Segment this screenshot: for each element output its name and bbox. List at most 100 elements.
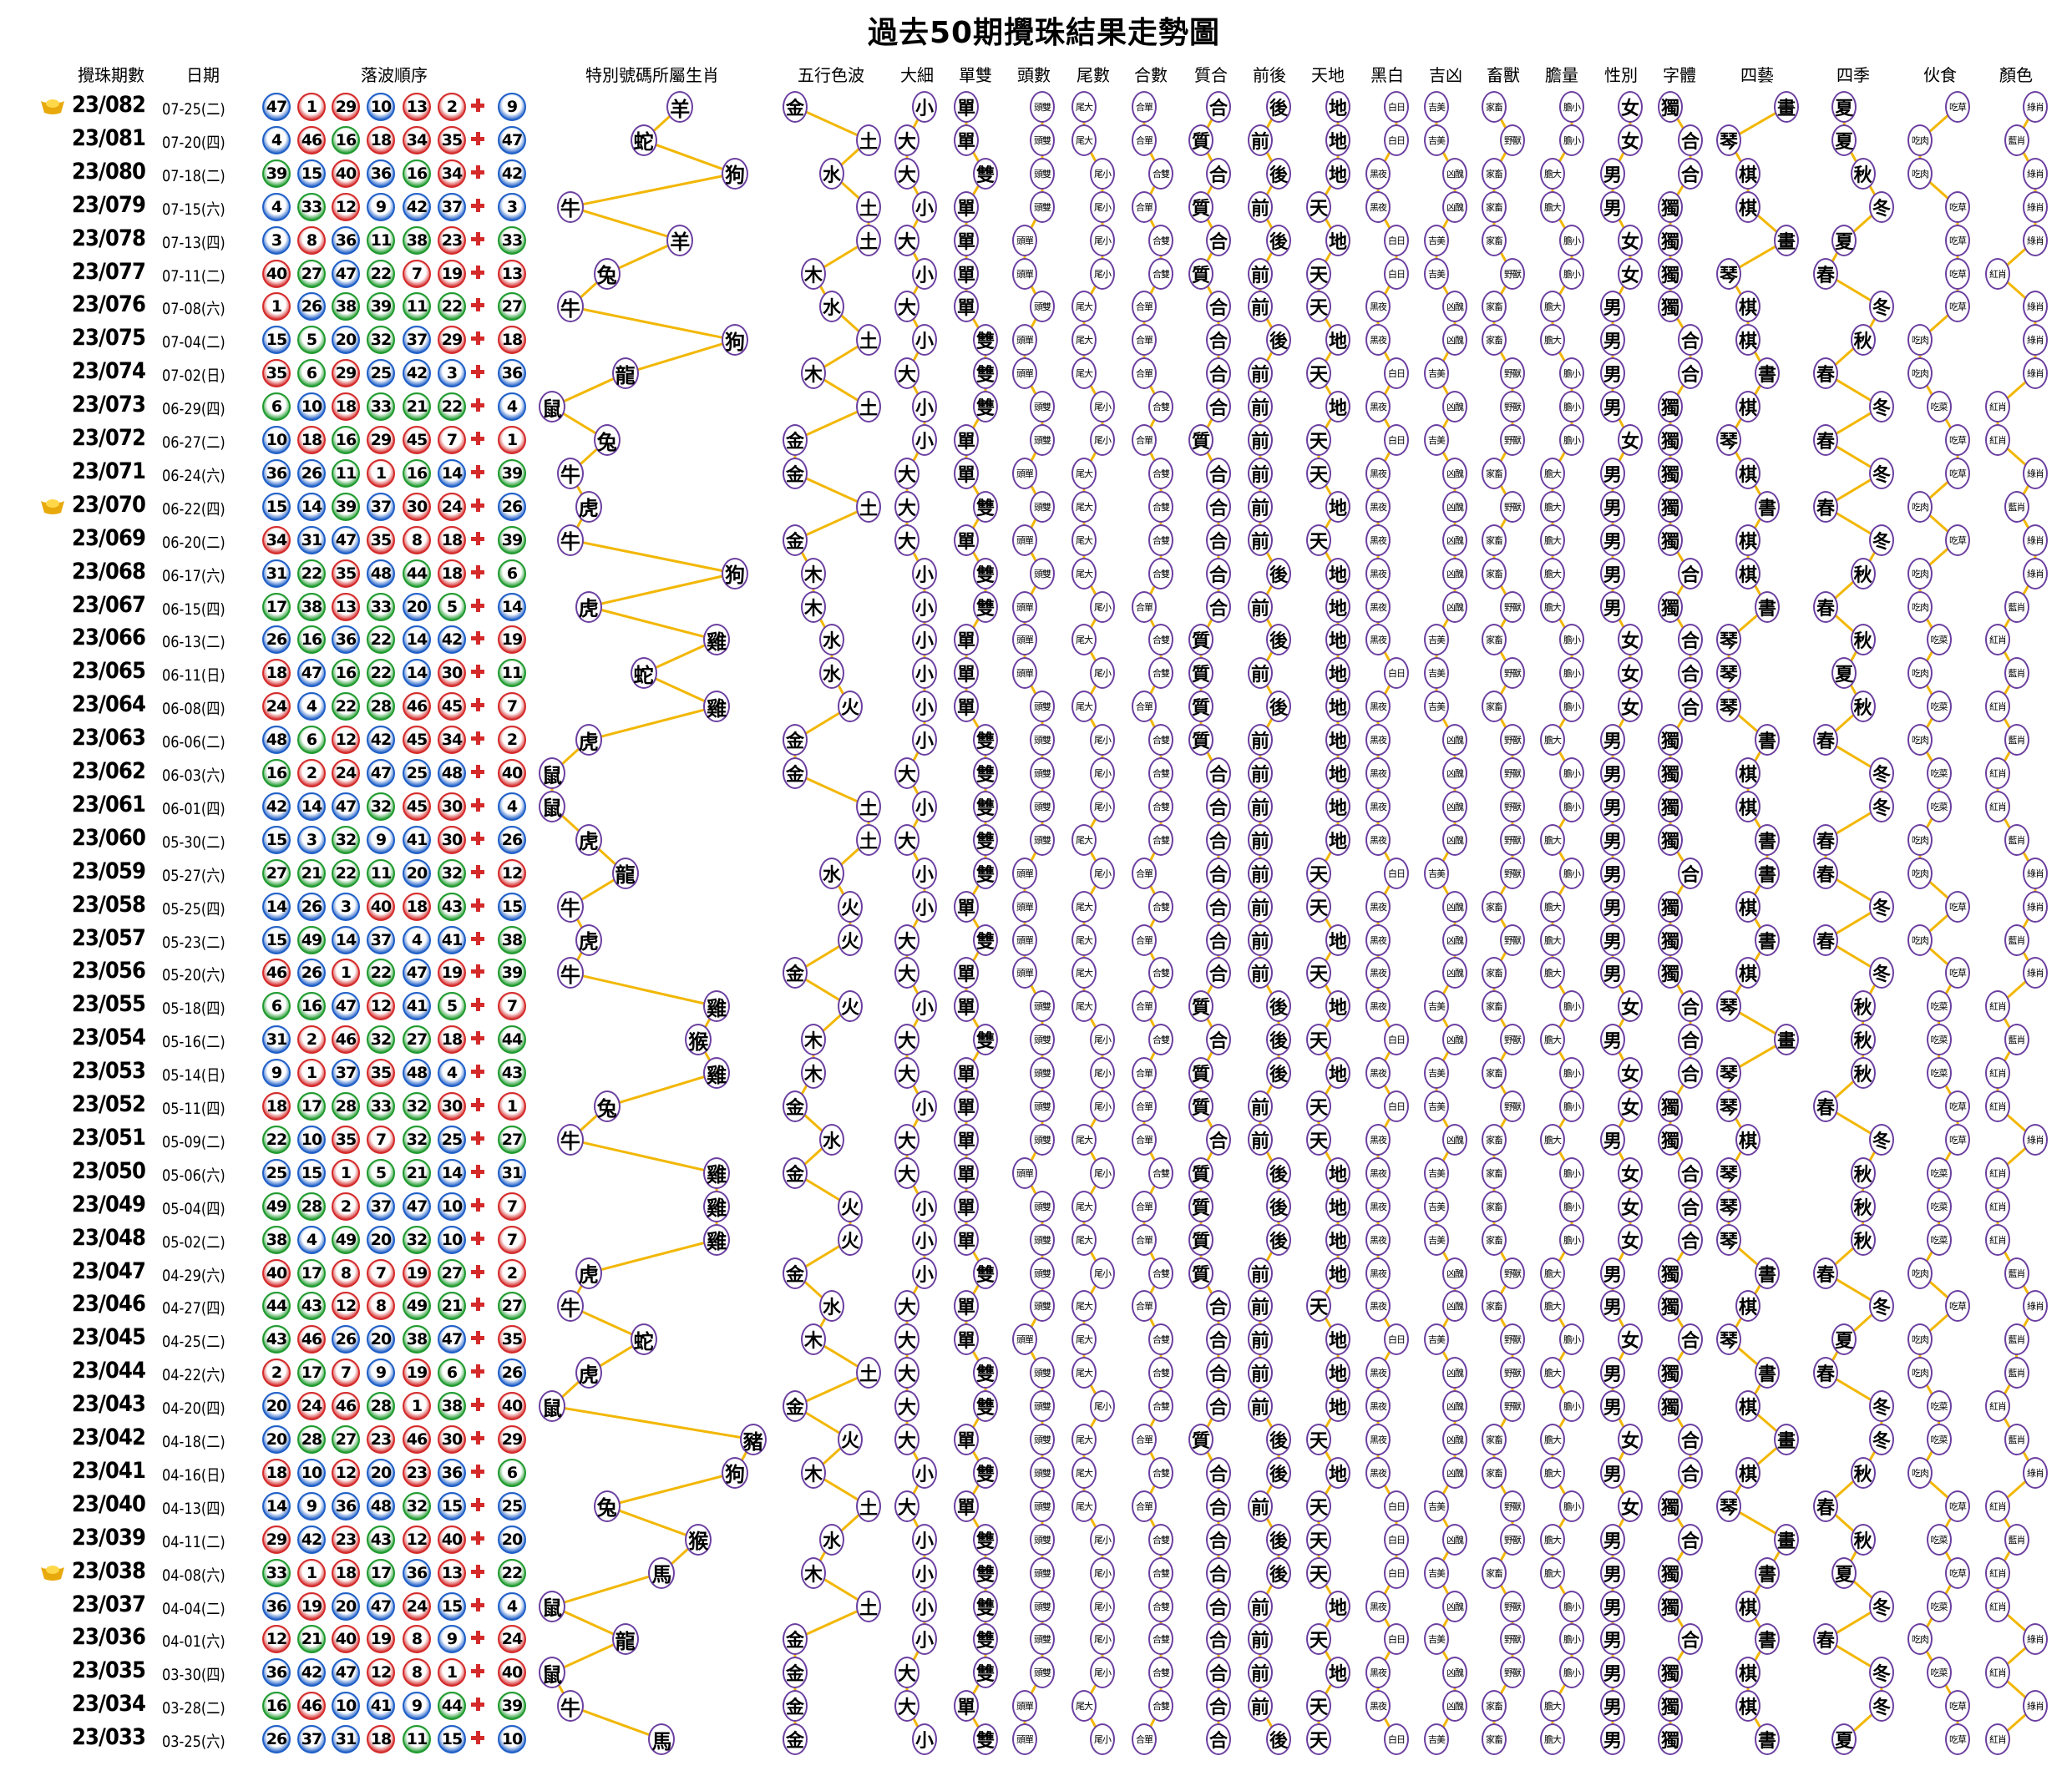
attribute-circle: 白日 [1384,1523,1409,1556]
period-number: 23/048 [72,1224,146,1251]
attribute-circle: 吉美 [1424,990,1449,1023]
zodiac-circle: 虎 [575,490,602,523]
attribute-circle: 黑夜 [1365,1590,1391,1622]
number-ball: 7 [403,259,431,288]
attribute-circle: 綠肖 [2023,1290,2048,1323]
attribute-circle: 吉美 [1424,1723,1449,1756]
attribute-circle: 尾小 [1090,1623,1115,1656]
number-ball: 42 [403,359,431,388]
period-number: 23/061 [72,791,146,817]
attribute-circle: 頭單 [1012,224,1037,256]
attribute-circle: 膽小 [1559,1390,1584,1423]
attribute-circle: 合 [1678,357,1703,390]
attribute-circle: 大 [894,457,919,489]
draw-row: 23/041 04-16(日) 18 10 12 20 23 36 6 狗木小雙頭雙 尾大 合雙合後地… [0,1456,2072,1490]
plus-icon [471,1031,484,1045]
attribute-circle: 男 [1600,1723,1625,1756]
attribute-circle: 雙 [973,357,998,390]
attribute-circle: 綠肖 [2023,557,2048,589]
number-ball: 8 [403,1625,431,1654]
draw-row: 23/042 04-18(二) 20 28 27 23 46 30 29 豬火大單頭雙 尾大 合單質後… [0,1423,2072,1456]
page-title: 過去50期攪珠結果走勢圖 [867,16,1221,50]
attribute-circle: 吃草 [1945,1123,1970,1156]
period-number: 23/049 [72,1191,146,1217]
attribute-circle: 綠肖 [2023,291,2048,323]
number-ball: 11 [367,225,395,255]
attribute-circle: 膽大 [1540,1024,1565,1056]
attribute-circle: 頭雙 [1030,1657,1055,1689]
number-ball: 12 [403,1525,431,1554]
attribute-circle: 合雙 [1148,1156,1173,1189]
number-ball: 18 [367,125,395,154]
zodiac-circle: 羊 [666,224,694,256]
number-ball: 38 [403,1325,431,1354]
number-ball: 46 [297,1325,326,1354]
attribute-circle: 合 [1206,1523,1231,1556]
attribute-circle: 頭雙 [1030,1490,1055,1522]
attribute-circle: 木 [801,257,826,290]
number-ball: 36 [367,159,395,188]
attribute-circle: 地 [1325,757,1350,789]
attribute-circle: 頭雙 [1030,990,1055,1023]
draw-row: 23/078 07-13(四) 3 8 36 11 38 23 33 羊土大單頭單 尾小 合雙合後地白… [0,224,2072,257]
number-ball: 2 [332,1192,360,1221]
period-number: 23/067 [72,591,146,618]
attribute-circle: 家畜 [1482,1290,1507,1323]
zodiac-circle: 龍 [611,1623,639,1656]
attribute-circle: 女 [1618,1424,1643,1455]
number-ball: 12 [332,726,360,755]
number-ball: 35 [332,559,360,588]
zodiac-circle: 鼠 [539,1390,565,1423]
special-number-ball: 18 [498,326,526,355]
attribute-circle: 大 [894,157,919,190]
attribute-circle: 獨 [1658,291,1683,323]
attribute-circle: 合 [1206,91,1231,123]
number-ball: 22 [332,692,360,721]
draw-row: 23/077 07-11(二) 40 27 47 22 7 19 13 兔木小單頭單 尾小 合雙質前天… [0,257,2072,291]
attribute-circle: 吃菜 [1926,1657,1952,1689]
attribute-circle: 家畜 [1482,1123,1507,1156]
attribute-circle: 前 [1248,1623,1273,1656]
attribute-circle: 秋 [1850,1156,1876,1189]
period-number: 23/071 [72,458,146,484]
attribute-circle: 凶醜 [1442,1657,1467,1689]
attribute-circle: 吃草 [1945,190,1970,223]
attribute-circle: 綠肖 [2023,857,2048,889]
attribute-circle: 春 [1813,490,1838,523]
attribute-circle: 吃草 [1945,91,1970,123]
zodiac-circle: 兔 [593,257,621,290]
attribute-circle: 小 [912,691,937,723]
attribute-circle: 合單 [1132,424,1157,456]
zodiac-circle: 馬 [648,1556,676,1589]
attribute-circle: 女 [1618,257,1643,290]
attribute-circle: 男 [1600,590,1625,623]
number-ball: 20 [367,1325,395,1354]
attribute-circle: 地 [1325,124,1350,156]
attribute-circle: 白日 [1384,1723,1409,1756]
attribute-circle: 前 [1248,757,1273,789]
number-ball: 19 [438,259,466,288]
attribute-circle: 紅肖 [1985,1057,2010,1090]
attribute-circle: 琴 [1716,990,1741,1023]
number-ball: 26 [297,292,326,321]
attribute-circle: 合 [1678,657,1703,690]
attribute-circle: 獨 [1658,890,1683,923]
plus-icon [471,1564,484,1578]
attribute-circle: 琴 [1716,1190,1741,1222]
number-ball: 10 [367,93,395,121]
attribute-circle: 紅肖 [1985,1390,2010,1423]
attribute-circle: 天 [1306,1723,1331,1756]
period-number: 23/072 [72,425,146,451]
attribute-circle: 天 [1306,1123,1331,1156]
attribute-circle: 獨 [1658,391,1683,423]
attribute-circle: 單 [954,1156,979,1189]
attribute-circle: 凶醜 [1442,1456,1467,1489]
attribute-circle: 女 [1618,424,1643,456]
special-number-ball: 40 [498,1658,526,1687]
number-ball: 8 [403,525,431,554]
attribute-circle: 獨 [1658,923,1683,956]
draw-date: 06-29(四) [162,400,225,419]
number-ball: 46 [332,1025,360,1055]
attribute-circle: 合單 [1132,1290,1157,1323]
special-number-ball: 26 [498,492,526,521]
